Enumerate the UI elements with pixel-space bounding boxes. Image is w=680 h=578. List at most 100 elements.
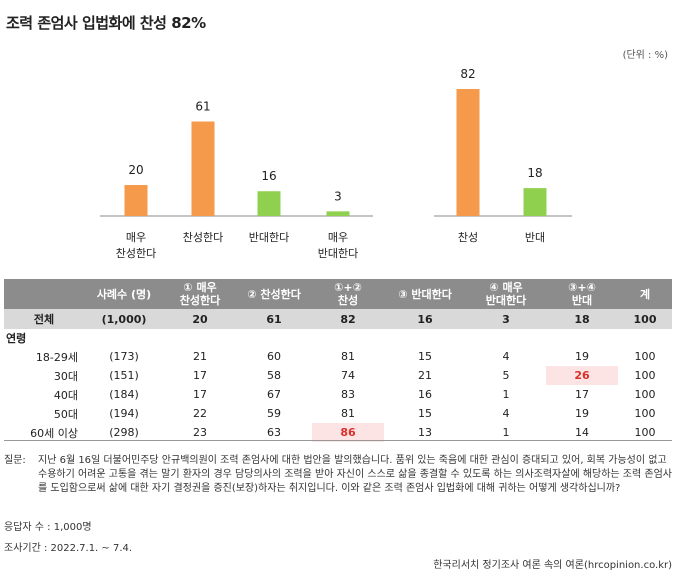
table-header-row: 사례수 (명) ① 매우 찬성한다 ② 찬성한다 ①+② 찬성 ③ 반대한다 ④ 매우 반대한다… <box>4 279 672 309</box>
table-cell: (184) <box>109 388 139 401</box>
divider <box>4 440 672 441</box>
row-label: 18-29세 <box>35 350 78 364</box>
table-cell: 4 <box>502 407 510 420</box>
table-cell: 15 <box>418 407 432 420</box>
category-label: 반대 <box>525 231 545 244</box>
table-cell: 1 <box>502 426 510 439</box>
table-cell: 3 <box>466 309 546 329</box>
table-cell: 16 <box>418 388 432 401</box>
table-cell: 23 <box>193 426 207 439</box>
bar-value-label: 18 <box>527 166 542 180</box>
table-cell: 4 <box>502 350 510 363</box>
table-cell: 19 <box>575 350 589 363</box>
table-row: 30대 (151) 17 58 74 21 5 26 100 <box>4 366 672 385</box>
category-label: 찬성한다 <box>183 230 223 244</box>
table-cell: 81 <box>341 407 355 420</box>
table-cell: 83 <box>341 388 355 401</box>
bar <box>326 211 350 216</box>
table-cell: 81 <box>341 350 355 363</box>
table-cell: 26 <box>546 366 618 385</box>
category-label: 매우 <box>328 231 348 244</box>
table-cell: 16 <box>384 309 466 329</box>
table-cell: (151) <box>109 369 139 382</box>
table-row: 50대 (194) 22 59 81 15 4 19 100 <box>4 404 672 423</box>
category-label: 찬성한다 <box>116 246 156 260</box>
table-cell: 61 <box>236 309 312 329</box>
bar-value-label: 16 <box>261 169 276 183</box>
question-label: 질문: <box>4 455 26 466</box>
section-row: 연령 <box>4 329 672 347</box>
section-label: 연령 <box>6 332 27 345</box>
row-label: 60세 이상 <box>30 426 78 440</box>
bar <box>191 121 215 216</box>
table-cell: 22 <box>193 407 207 420</box>
survey-period: 조사기간 : 2022.7.1. ~ 7.4. <box>4 543 133 554</box>
column-header: ③ 반대한다 <box>384 279 466 309</box>
bar-value-label: 61 <box>195 100 210 114</box>
table-cell: (1,000) <box>84 309 164 329</box>
column-header: ① 매우 찬성한다 <box>164 279 236 309</box>
bar-value-label: 20 <box>128 163 143 177</box>
unit-label: (단위 : %) <box>622 50 668 61</box>
table-cell: 86 <box>312 423 384 442</box>
bar <box>456 89 480 216</box>
table-cell: 67 <box>267 388 281 401</box>
table-cell: 63 <box>267 426 281 439</box>
table-cell: (194) <box>109 407 139 420</box>
table-cell: 20 <box>164 309 236 329</box>
table-cell: 100 <box>634 388 656 401</box>
row-label: 전체 <box>4 309 84 329</box>
results-table: 사례수 (명) ① 매우 찬성한다 ② 찬성한다 ①+② 찬성 ③ 반대한다 ④ 매우 반대한다… <box>4 279 672 442</box>
bar <box>124 185 148 216</box>
bar <box>257 191 281 216</box>
table-row: 18-29세 (173) 21 60 81 15 4 19 100 <box>4 347 672 366</box>
table-cell: 100 <box>618 309 672 329</box>
table-cell: 14 <box>575 426 589 439</box>
category-label: 반대한다 <box>249 231 289 244</box>
table-cell: (173) <box>109 350 139 363</box>
table-cell: 19 <box>575 407 589 420</box>
table-cell: 13 <box>418 426 432 439</box>
column-header: ③+④ 반대 <box>546 279 618 309</box>
row-label: 30대 <box>53 369 78 383</box>
table-row: 60세 이상 (298) 23 63 86 13 1 14 100 <box>4 423 672 442</box>
table-cell: 58 <box>267 369 281 382</box>
table-cell: 82 <box>312 309 384 329</box>
table-cell: 60 <box>267 350 281 363</box>
column-header: 계 <box>618 279 672 309</box>
table-cell: 100 <box>634 350 656 363</box>
source-credit: 한국리서치 정기조사 여론 속의 여론(hrcopinion.co.kr) <box>433 560 672 571</box>
chart-title: 조력 존엄사 입법화에 찬성 82% <box>6 14 206 32</box>
table-cell: 100 <box>634 426 656 439</box>
bar-value-label: 3 <box>334 189 342 203</box>
table-cell: 17 <box>193 388 207 401</box>
question-block: 질문: 지난 6월 16일 더불어민주당 안규백의원이 조력 존엄사에 대한 법… <box>4 454 672 496</box>
category-label: 반대한다 <box>318 247 358 260</box>
table-cell: 17 <box>575 388 589 401</box>
table-cell: 17 <box>193 369 207 382</box>
column-header: ② 찬성한다 <box>236 279 312 309</box>
bar-value-label: 82 <box>460 67 475 81</box>
category-label: 매우 <box>126 231 146 244</box>
table-cell: 74 <box>341 369 355 382</box>
table-cell: 21 <box>193 350 207 363</box>
table-cell: 18 <box>546 309 618 329</box>
question-text: 지난 6월 16일 더불어민주당 안규백의원이 조력 존엄사에 대한 법안을 발… <box>38 455 672 494</box>
total-row: 전체 (1,000) 20 61 82 16 3 18 100 <box>4 309 672 329</box>
table-cell: 59 <box>267 407 281 420</box>
table-cell: 5 <box>502 369 510 382</box>
category-label: 찬성 <box>458 230 478 244</box>
column-header <box>4 279 84 309</box>
table-row: 40대 (184) 17 67 83 16 1 17 100 <box>4 385 672 404</box>
table-cell: 1 <box>502 388 510 401</box>
bar <box>523 188 547 216</box>
table-cell: (298) <box>109 426 139 439</box>
column-header: 사례수 (명) <box>84 279 164 309</box>
table-cell: 100 <box>634 369 656 382</box>
table-cell: 21 <box>418 369 432 382</box>
row-label: 40대 <box>53 388 78 402</box>
column-header: ①+② 찬성 <box>312 279 384 309</box>
respondents-count: 응답자 수 : 1,000명 <box>4 522 92 533</box>
table-cell: 100 <box>634 407 656 420</box>
